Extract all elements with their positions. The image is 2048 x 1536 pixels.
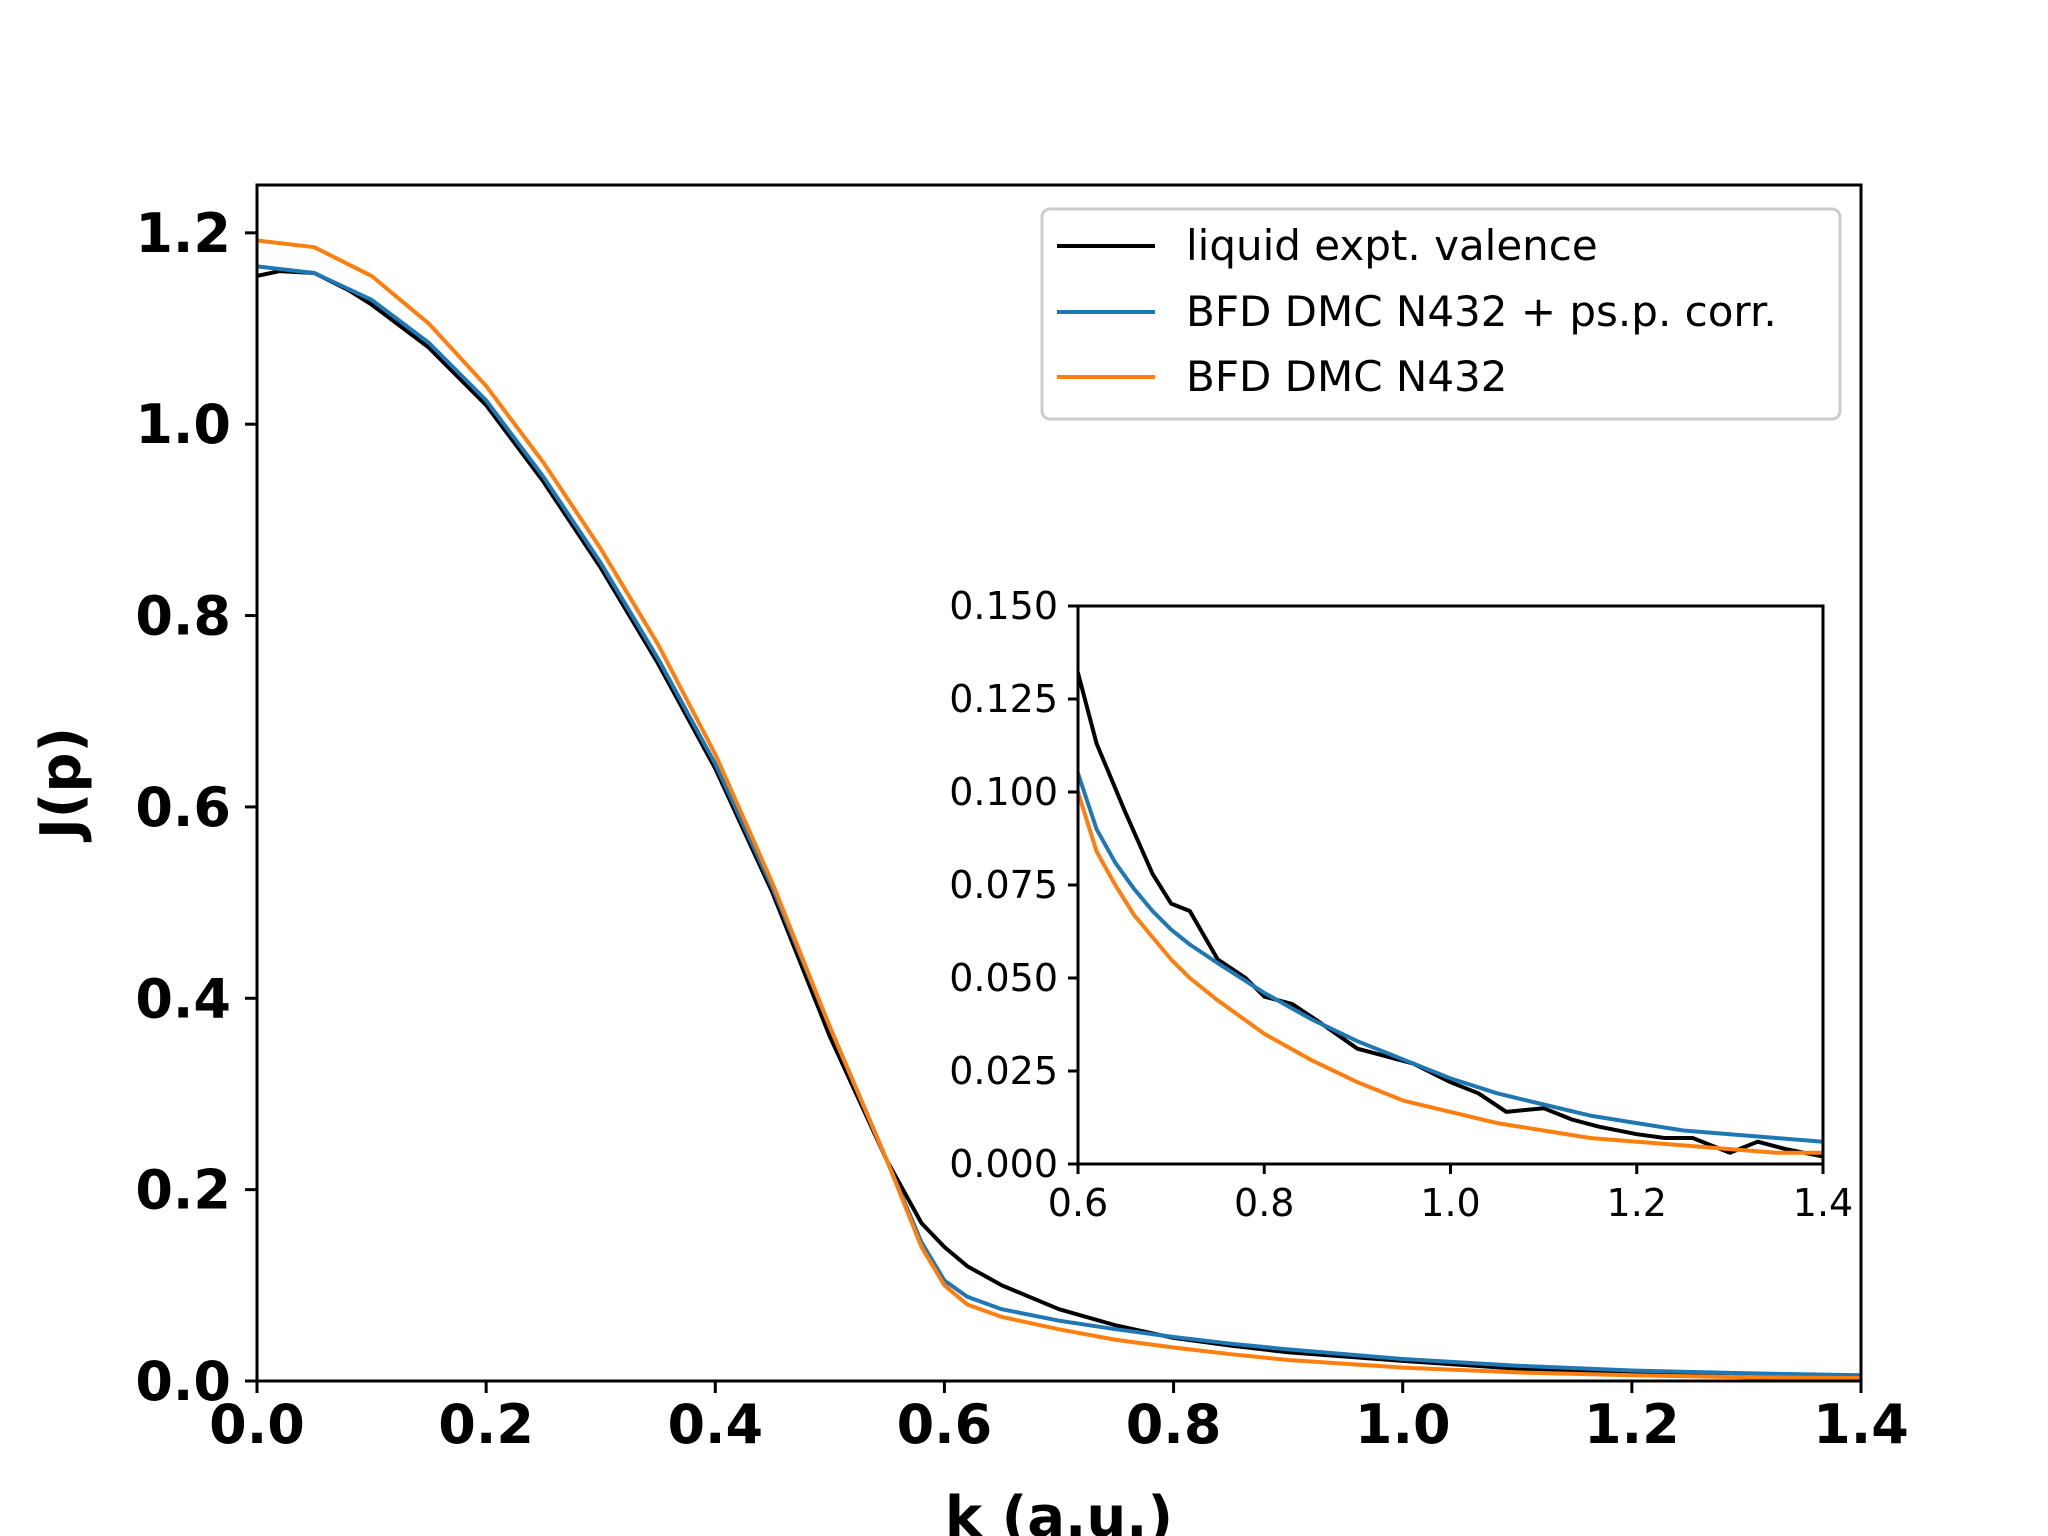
main-x-tick-label: 0.4 xyxy=(667,1393,763,1456)
main-x-tick-label: 0.0 xyxy=(209,1393,305,1456)
inset-y-tick-label: 0.150 xyxy=(949,584,1058,628)
main-y-ticks: 0.0 0.2 0.4 0.6 0.8 1.0 1.2 xyxy=(135,202,257,1413)
legend-entry: BFD DMC N432 xyxy=(1057,352,1508,401)
main-series-liquid-expt-valence xyxy=(257,269,1861,1381)
legend-label-dmc: BFD DMC N432 xyxy=(1186,352,1508,401)
legend-label-expt: liquid expt. valence xyxy=(1186,221,1598,270)
main-y-tick-label: 1.2 xyxy=(135,202,231,265)
main-x-tick-label: 1.4 xyxy=(1813,1393,1909,1456)
legend-label-corr: BFD DMC N432 + ps.p. corr. xyxy=(1186,287,1777,336)
inset-x-tick-label: 0.8 xyxy=(1234,1181,1294,1225)
inset-x-tick-label: 1.0 xyxy=(1420,1181,1480,1225)
inset-series-group xyxy=(1078,671,1823,1159)
inset-y-tick-label: 0.025 xyxy=(949,1049,1058,1093)
inset-x-ticks: 0.6 0.8 1.0 1.2 1.4 xyxy=(1048,1164,1853,1225)
main-y-tick-label: 0.2 xyxy=(135,1159,231,1222)
inset-y-tick-label: 0.075 xyxy=(949,863,1058,907)
main-y-tick-label: 1.0 xyxy=(135,393,231,456)
inset-series-bfd-dmc-n432-ps-p-corr xyxy=(1078,771,1823,1144)
main-plot: 0.0 0.2 0.4 0.6 0.8 1.0 1.2 1.4 0.0 0.2 0.4 0.6 0.8… xyxy=(29,183,1909,1536)
main-series-bfd-dmc-n432-ps-p-corr xyxy=(257,264,1861,1378)
y-axis-label: J(p) xyxy=(29,727,94,843)
legend: liquid expt. valence BFD DMC N432 + ps.p… xyxy=(1040,207,1842,421)
main-series-bfd-dmc-n432 xyxy=(257,238,1861,1381)
inset-y-tick-label: 0.050 xyxy=(949,956,1058,1000)
legend-box xyxy=(1040,207,1842,421)
main-plot-frame xyxy=(255,183,1863,1383)
inset-x-tick-label: 0.6 xyxy=(1048,1181,1108,1225)
inset-x-tick-label: 1.2 xyxy=(1607,1181,1667,1225)
main-y-tick-label: 0.6 xyxy=(135,776,231,839)
x-axis-label: k (a.u.) xyxy=(945,1485,1173,1536)
inset-y-tick-label: 0.125 xyxy=(949,677,1058,721)
main-y-tick-label: 0.0 xyxy=(135,1350,231,1413)
inset-y-ticks: 0.000 0.025 0.050 0.075 0.100 0.125 0.150 xyxy=(949,584,1078,1186)
legend-entry: liquid expt. valence xyxy=(1057,221,1598,270)
main-x-tick-label: 0.8 xyxy=(1126,1393,1222,1456)
main-x-ticks: 0.0 0.2 0.4 0.6 0.8 1.0 1.2 1.4 xyxy=(209,1381,1909,1456)
main-x-tick-label: 0.2 xyxy=(438,1393,534,1456)
inset-y-tick-label: 0.100 xyxy=(949,770,1058,814)
inset-y-tick-label: 0.000 xyxy=(949,1142,1058,1186)
inset-series-bfd-dmc-n432 xyxy=(1078,790,1823,1155)
main-y-tick-label: 0.4 xyxy=(135,967,231,1030)
main-x-tick-label: 1.2 xyxy=(1584,1393,1680,1456)
inset-plot: 0.6 0.8 1.0 1.2 1.4 0.000 0.025 0.050 0.075 0.10… xyxy=(949,584,1853,1225)
main-y-tick-label: 0.8 xyxy=(135,585,231,648)
main-x-tick-label: 1.0 xyxy=(1355,1393,1451,1456)
main-x-tick-label: 0.6 xyxy=(897,1393,993,1456)
inset-x-tick-label: 1.4 xyxy=(1793,1181,1853,1225)
main-series-group xyxy=(257,238,1861,1381)
legend-entry: BFD DMC N432 + ps.p. corr. xyxy=(1057,287,1777,336)
inset-background xyxy=(1078,606,1823,1164)
